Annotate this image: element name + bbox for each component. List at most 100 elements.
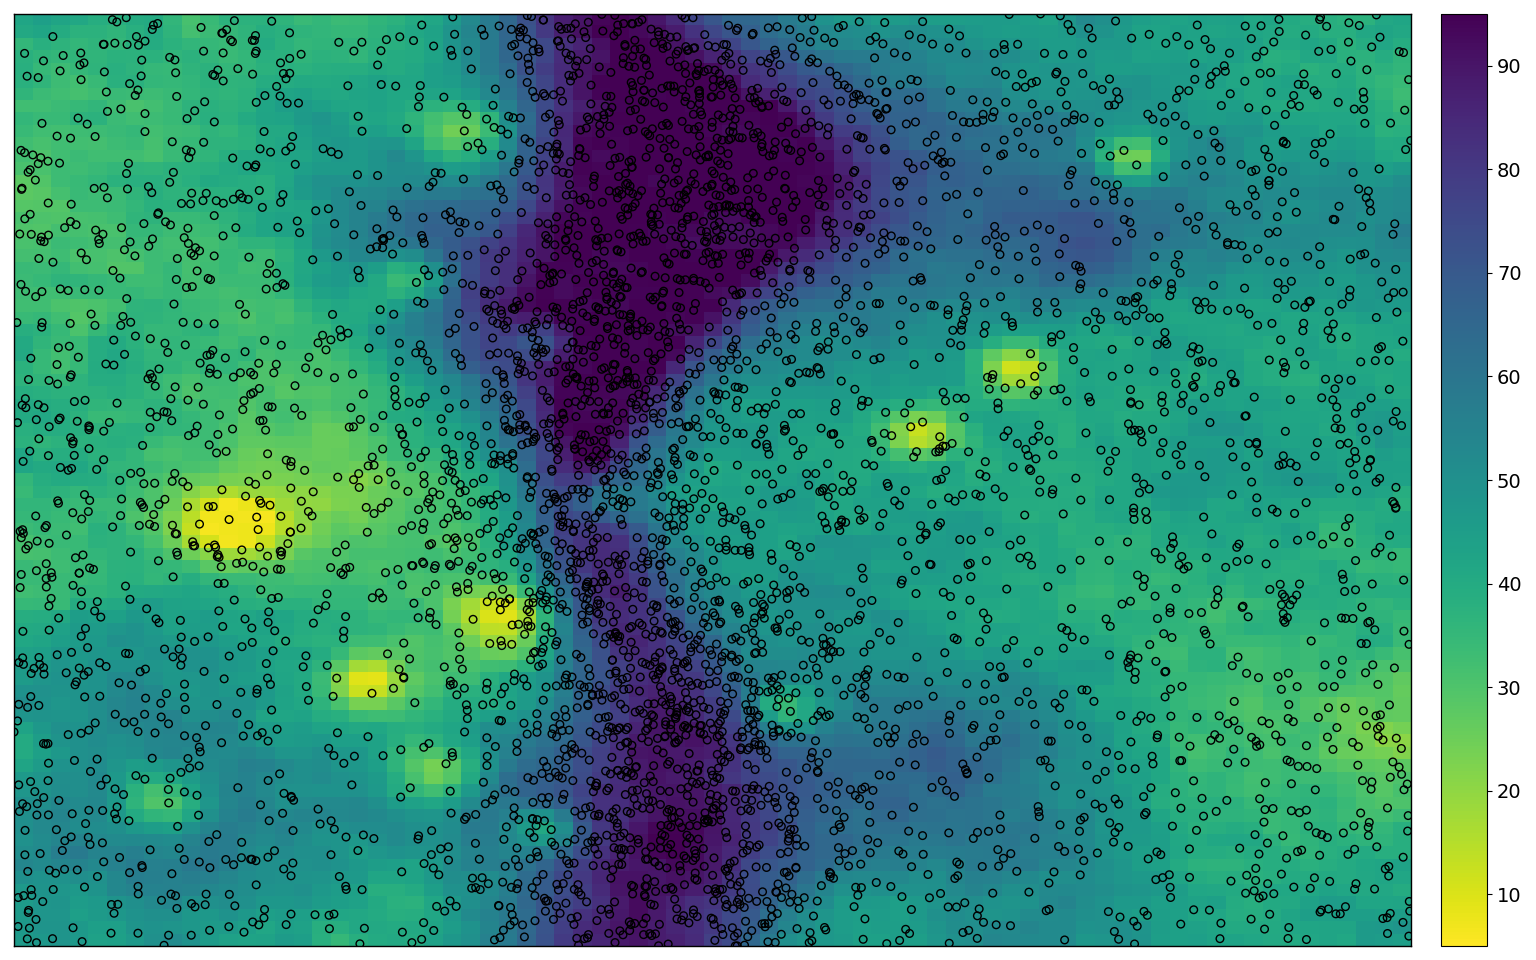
Point bbox=[1087, 312, 1112, 327]
Point bbox=[307, 816, 332, 831]
Point bbox=[338, 560, 362, 575]
Point bbox=[668, 804, 693, 820]
Point bbox=[255, 670, 280, 685]
Point bbox=[647, 416, 671, 431]
Point bbox=[1376, 858, 1401, 874]
Point bbox=[833, 846, 857, 861]
Point bbox=[616, 650, 641, 665]
Point bbox=[542, 237, 567, 252]
Point bbox=[447, 652, 472, 667]
Point bbox=[61, 920, 86, 935]
Point bbox=[714, 197, 739, 212]
Point bbox=[1037, 222, 1061, 237]
Point bbox=[687, 757, 711, 773]
Point bbox=[138, 367, 163, 382]
Point bbox=[1091, 801, 1115, 816]
Point bbox=[1134, 504, 1158, 519]
Point bbox=[951, 924, 975, 940]
Point bbox=[332, 631, 356, 646]
Point bbox=[605, 722, 630, 737]
Point bbox=[14, 799, 38, 814]
Point bbox=[131, 500, 155, 516]
Point bbox=[601, 264, 625, 279]
Point bbox=[696, 180, 720, 195]
Point bbox=[743, 859, 768, 875]
Point bbox=[708, 771, 733, 786]
Point bbox=[872, 14, 897, 30]
Point bbox=[1149, 551, 1174, 566]
Point bbox=[685, 56, 710, 71]
Point bbox=[731, 426, 756, 442]
Point bbox=[501, 394, 525, 409]
Point bbox=[582, 314, 607, 329]
Point bbox=[713, 703, 737, 718]
Point bbox=[700, 553, 725, 568]
Point bbox=[670, 216, 694, 231]
Point bbox=[1287, 99, 1312, 114]
Point bbox=[631, 51, 656, 66]
Point bbox=[1052, 932, 1077, 948]
Point bbox=[571, 491, 596, 506]
Point bbox=[611, 50, 636, 65]
Point bbox=[544, 209, 568, 225]
Point bbox=[915, 224, 940, 239]
Point bbox=[510, 321, 535, 336]
Point bbox=[622, 916, 647, 931]
Point bbox=[1310, 537, 1335, 552]
Point bbox=[240, 635, 264, 650]
Point bbox=[515, 602, 539, 617]
Point bbox=[846, 502, 871, 517]
Point bbox=[65, 414, 89, 429]
Point bbox=[558, 723, 582, 738]
Point bbox=[72, 689, 97, 705]
Point bbox=[748, 426, 773, 442]
Point bbox=[485, 546, 510, 562]
Point bbox=[502, 301, 527, 317]
Point bbox=[1021, 146, 1046, 161]
Point bbox=[333, 561, 358, 576]
Point bbox=[799, 35, 823, 50]
Point bbox=[613, 346, 637, 361]
Point bbox=[923, 128, 948, 143]
Point bbox=[736, 200, 760, 215]
Point bbox=[699, 787, 723, 803]
Point bbox=[1020, 697, 1044, 712]
Point bbox=[1258, 65, 1283, 81]
Point bbox=[1306, 435, 1330, 450]
Point bbox=[707, 255, 731, 271]
Point bbox=[656, 802, 680, 817]
Point bbox=[468, 882, 493, 898]
Point bbox=[422, 558, 447, 573]
Point bbox=[221, 857, 246, 873]
Point bbox=[442, 530, 467, 545]
Point bbox=[356, 729, 381, 744]
Point bbox=[713, 204, 737, 220]
Point bbox=[994, 308, 1018, 324]
Point bbox=[736, 891, 760, 906]
Point bbox=[570, 823, 594, 838]
Point bbox=[765, 492, 790, 507]
Point bbox=[659, 810, 684, 826]
Point bbox=[1269, 867, 1293, 882]
Point bbox=[765, 585, 790, 600]
Point bbox=[975, 94, 1000, 109]
Point bbox=[727, 670, 751, 685]
Point bbox=[622, 586, 647, 601]
Point bbox=[625, 188, 650, 204]
Point bbox=[773, 418, 797, 433]
Point bbox=[679, 554, 703, 569]
Point bbox=[12, 145, 37, 160]
Point bbox=[664, 46, 688, 61]
Point bbox=[651, 285, 676, 300]
Point bbox=[1333, 329, 1358, 345]
Point bbox=[1069, 492, 1094, 508]
Point bbox=[544, 304, 568, 320]
Point bbox=[1124, 157, 1149, 173]
Point bbox=[15, 864, 40, 879]
Point bbox=[278, 25, 303, 40]
Point bbox=[690, 718, 714, 733]
Point bbox=[740, 166, 765, 181]
Point bbox=[699, 406, 723, 421]
Point bbox=[1307, 12, 1332, 27]
Point bbox=[633, 400, 657, 416]
